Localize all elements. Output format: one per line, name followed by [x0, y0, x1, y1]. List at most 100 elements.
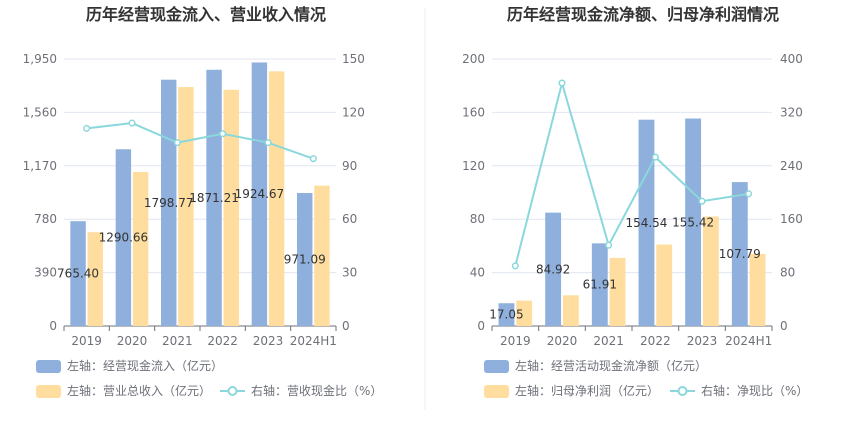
- x-axis-tick-label: 2020: [547, 334, 578, 348]
- ratio-line-point: [264, 139, 272, 147]
- bar-primary: [731, 182, 748, 326]
- left-axis-tick-label: 160: [462, 105, 485, 119]
- bar-data-label: 1871.21: [189, 191, 239, 205]
- legend-line-marker: [677, 386, 688, 396]
- bar-primary: [115, 149, 132, 326]
- bar-secondary: [516, 300, 533, 326]
- left-axis-tick-label: 780: [34, 212, 57, 226]
- bar-data-label: 107.79: [719, 247, 761, 261]
- right-axis-tick-label: 320: [780, 105, 803, 119]
- bar-data-label: 154.54: [625, 216, 667, 230]
- right-axis-tick-label: 30: [342, 266, 357, 280]
- x-axis-tick-label: 2022: [640, 334, 671, 348]
- ratio-line-point: [558, 79, 566, 87]
- left-axis-tick-label: 200: [462, 52, 485, 66]
- legend-swatch: [36, 385, 61, 398]
- ratio-line-point: [698, 197, 706, 205]
- bar-data-label: 1924.67: [235, 187, 285, 201]
- bar-secondary: [87, 232, 103, 326]
- legend-label: 左轴：经营活动现金流净额（亿元）: [515, 358, 707, 373]
- legend-swatch: [484, 360, 509, 373]
- left-axis-tick-label: 40: [470, 266, 485, 280]
- legend-swatch: [36, 360, 61, 373]
- bar-secondary: [314, 185, 330, 326]
- bar-data-label: 1798.77: [144, 196, 194, 210]
- x-axis-tick-label: 2024H1: [290, 334, 337, 348]
- right-axis-tick-label: 120: [342, 105, 365, 119]
- bar-data-label: 84.92: [536, 262, 570, 276]
- bar-primary: [498, 303, 515, 326]
- right-axis-tick-label: 90: [342, 159, 357, 173]
- ratio-line-point: [605, 241, 613, 249]
- bar-secondary: [178, 87, 194, 326]
- x-axis-tick-label: 2019: [500, 334, 531, 348]
- bar-data-label: 1290.66: [99, 231, 149, 245]
- x-axis-tick-label: 2023: [687, 334, 718, 348]
- ratio-line: [86, 122, 314, 160]
- ratio-line: [514, 79, 749, 267]
- left-axis-tick-label: 0: [49, 319, 57, 333]
- bar-data-label: 971.09: [284, 253, 326, 267]
- x-axis-tick-label: 2023: [253, 334, 284, 348]
- bar-secondary: [749, 253, 766, 326]
- left-axis-tick-label: 120: [462, 159, 485, 173]
- legend-label: 右轴：净现比（%）: [701, 383, 808, 398]
- x-axis-tick-label: 2022: [207, 334, 238, 348]
- ratio-line-point: [511, 262, 519, 270]
- legend-label: 左轴：经营现金流入（亿元）: [67, 358, 223, 373]
- right-axis-tick-label: 60: [342, 212, 357, 226]
- bar-primary: [297, 193, 313, 326]
- left-axis-tick-label: 1,560: [23, 105, 57, 119]
- ratio-line-point: [173, 139, 181, 147]
- right-axis-tick-label: 0: [342, 319, 350, 333]
- left-axis-tick-label: 0: [477, 319, 485, 333]
- x-axis-tick-label: 2021: [162, 334, 193, 348]
- x-axis-tick-label: 2020: [117, 334, 148, 348]
- ratio-line-point: [219, 130, 227, 138]
- left-axis-tick-label: 80: [470, 212, 485, 226]
- right-axis-tick-label: 0: [780, 319, 788, 333]
- bar-secondary: [609, 257, 626, 326]
- bar-primary: [638, 119, 655, 326]
- left-axis-tick-label: 1,170: [23, 159, 57, 173]
- x-axis-tick-label: 2019: [71, 334, 102, 348]
- right-axis-tick-label: 160: [780, 212, 803, 226]
- left-axis-tick-label: 1,950: [23, 52, 57, 66]
- legend-label: 左轴：归母净利润（亿元）: [515, 383, 659, 398]
- ratio-line-point: [83, 124, 91, 132]
- bar-secondary: [562, 295, 579, 326]
- x-axis-tick-label: 2024H1: [725, 334, 772, 348]
- left-axis-tick-label: 390: [34, 266, 57, 280]
- ratio-line-point: [128, 119, 136, 127]
- bar-primary: [591, 243, 608, 326]
- legend-label: 右轴：营收现金比（%）: [251, 383, 382, 398]
- legend-line-marker: [227, 386, 238, 396]
- ratio-line-point: [309, 155, 317, 163]
- bar-secondary: [223, 89, 239, 326]
- ratio-line-point: [745, 190, 753, 198]
- bar-secondary: [132, 171, 149, 326]
- bar-secondary: [656, 244, 673, 326]
- right-axis-tick-label: 150: [342, 52, 365, 66]
- x-axis-tick-label: 2021: [593, 334, 624, 348]
- bar-data-label: 765.40: [57, 267, 99, 281]
- bar-data-label: 155.42: [672, 215, 714, 229]
- chart-title: 历年经营现金流入、营业收入情况: [86, 5, 326, 24]
- ratio-line-point: [651, 153, 659, 161]
- chart-title: 历年经营现金流净额、归母净利润情况: [507, 5, 779, 24]
- right-axis-tick-label: 240: [780, 159, 803, 173]
- right-axis-tick-label: 80: [780, 266, 795, 280]
- bar-secondary: [268, 71, 285, 326]
- bar-data-label: 17.05: [489, 308, 523, 322]
- legend-swatch: [484, 385, 509, 398]
- bar-primary: [251, 62, 268, 326]
- bar-primary: [70, 221, 86, 326]
- right-axis-tick-label: 400: [780, 52, 803, 66]
- bar-primary: [685, 118, 702, 326]
- bar-data-label: 61.91: [583, 278, 617, 292]
- bar-primary: [545, 212, 562, 326]
- bar-secondary: [702, 216, 719, 326]
- legend-label: 左轴：营业总收入（亿元）: [67, 383, 211, 398]
